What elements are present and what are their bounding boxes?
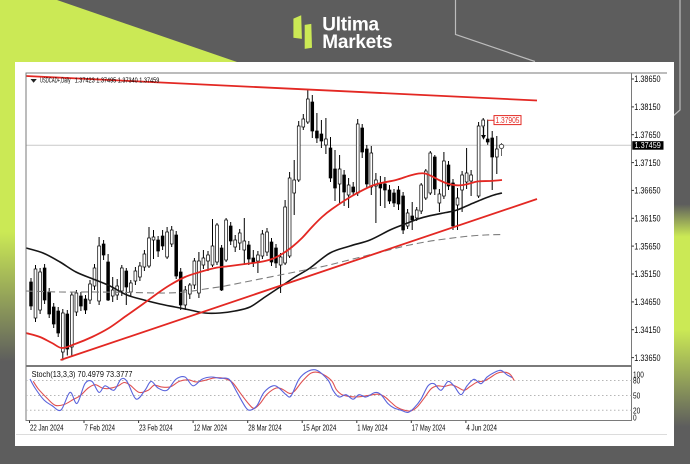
svg-text:17 May 2024: 17 May 2024 (412, 423, 446, 433)
svg-text:80: 80 (633, 375, 640, 385)
svg-text:20: 20 (633, 405, 640, 415)
svg-text:Markets: Markets (322, 32, 392, 53)
svg-text:1.38650: 1.38650 (634, 74, 660, 84)
svg-text:15 Apr 2024: 15 Apr 2024 (303, 423, 337, 433)
svg-text:1 May 2024: 1 May 2024 (357, 423, 388, 433)
svg-text:0: 0 (633, 413, 637, 423)
svg-text:23 Feb 2024: 23 Feb 2024 (139, 423, 173, 433)
svg-text:1.38150: 1.38150 (634, 102, 660, 112)
svg-text:1.37650: 1.37650 (634, 130, 660, 140)
svg-text:22 Jan 2024: 22 Jan 2024 (30, 423, 64, 433)
svg-text:1.35650: 1.35650 (634, 241, 660, 251)
svg-text:1.37459: 1.37459 (635, 141, 662, 150)
svg-text:1.34150: 1.34150 (634, 325, 660, 335)
svg-text:1.37150: 1.37150 (634, 158, 660, 168)
svg-text:100: 100 (633, 370, 644, 380)
svg-text:Stoch(13,3,3) 70.4979 73.3777: Stoch(13,3,3) 70.4979 73.3777 (32, 369, 133, 379)
svg-text:1.36650: 1.36650 (634, 186, 660, 196)
svg-text:USDCAD+,Daily: USDCAD+,Daily (40, 77, 71, 84)
svg-text:4 Jun 2024: 4 Jun 2024 (466, 423, 497, 433)
svg-text:50: 50 (633, 391, 640, 401)
svg-text:12 Mar 2024: 12 Mar 2024 (194, 423, 228, 433)
svg-text:1.34650: 1.34650 (634, 297, 660, 307)
svg-text:Ultima: Ultima (322, 14, 379, 35)
svg-text:7 Feb 2024: 7 Feb 2024 (85, 423, 116, 433)
svg-text:1.37905: 1.37905 (496, 116, 520, 125)
svg-text:1.37423 1.37495 1.37340 1.3745: 1.37423 1.37495 1.37340 1.37459 (75, 77, 160, 84)
svg-text:1.33650: 1.33650 (634, 353, 660, 363)
svg-text:1.35150: 1.35150 (634, 269, 660, 279)
svg-text:28 Mar 2024: 28 Mar 2024 (248, 423, 282, 433)
svg-text:1.36150: 1.36150 (634, 214, 660, 224)
